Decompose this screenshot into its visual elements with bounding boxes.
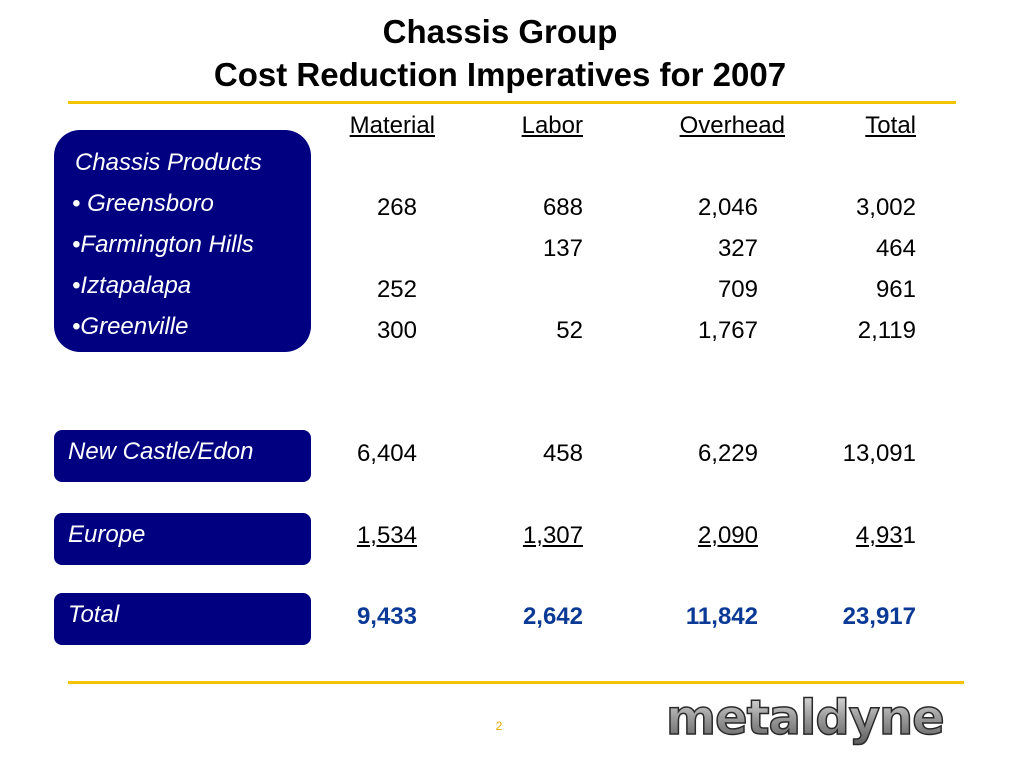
greenville-material: 300 — [376, 317, 417, 344]
iztapalapa-overhead: 709 — [717, 276, 758, 303]
europe-total-underlined: 4,93 — [855, 522, 903, 549]
iztapalapa-total: 961 — [875, 276, 916, 303]
chassis-products-heading: Chassis Products — [75, 149, 262, 176]
total-total: 23,917 — [842, 603, 916, 630]
farmington-total: 464 — [875, 235, 916, 262]
total-box: Total — [54, 593, 311, 645]
slide-title-line1: Chassis Group — [382, 13, 618, 50]
plant-label-greenville: •Greenville — [72, 313, 189, 340]
logo-text: metaldyne — [666, 690, 944, 746]
greenville-overhead: 1,767 — [697, 317, 758, 344]
metaldyne-logo: metaldyne — [665, 690, 945, 747]
greenville-labor: 52 — [556, 317, 583, 344]
new-castle-box: New Castle/Edon — [54, 430, 311, 482]
greensboro-material: 268 — [376, 194, 417, 221]
header-labor: Labor — [521, 112, 583, 139]
new-castle-labor: 458 — [542, 440, 583, 467]
total-overhead: 11,842 — [685, 603, 758, 630]
bottom-divider — [68, 681, 964, 684]
new-castle-total: 13,091 — [842, 440, 916, 467]
total-labor: 2,642 — [522, 603, 583, 630]
europe-labor: 1,307 — [522, 522, 583, 549]
header-overhead: Overhead — [679, 112, 785, 139]
header-material: Material — [349, 112, 435, 139]
plant-label-farmington-hills: •Farmington Hills — [72, 231, 254, 258]
plant-label-iztapalapa: •Iztapalapa — [72, 272, 192, 299]
europe-overhead: 2,090 — [697, 522, 758, 549]
new-castle-material: 6,404 — [356, 440, 417, 467]
greensboro-overhead: 2,046 — [697, 194, 758, 221]
greenville-total: 2,119 — [857, 317, 916, 344]
total-label: Total — [68, 601, 120, 628]
farmington-labor: 137 — [542, 235, 583, 262]
slide-title-line2: Cost Reduction Imperatives for 2007 — [213, 56, 787, 93]
europe-label: Europe — [68, 521, 146, 548]
page-number: 2 — [495, 719, 503, 733]
header-total: Total — [865, 112, 916, 139]
plant-label-greensboro: • Greensboro — [72, 190, 214, 217]
europe-material: 1,534 — [356, 522, 417, 549]
chassis-products-box: Chassis Products • Greensboro •Farmingto… — [54, 130, 311, 352]
new-castle-overhead: 6,229 — [697, 440, 758, 467]
new-castle-label: New Castle/Edon — [68, 438, 254, 465]
iztapalapa-material: 252 — [376, 276, 417, 303]
greensboro-labor: 688 — [542, 194, 583, 221]
top-divider — [68, 101, 956, 104]
greensboro-total: 3,002 — [855, 194, 916, 221]
total-material: 9,433 — [356, 603, 417, 630]
europe-box: Europe — [54, 513, 311, 565]
europe-total: 4,931 — [800, 522, 916, 550]
farmington-overhead: 327 — [717, 235, 758, 262]
europe-total-rest: 1 — [902, 522, 916, 549]
